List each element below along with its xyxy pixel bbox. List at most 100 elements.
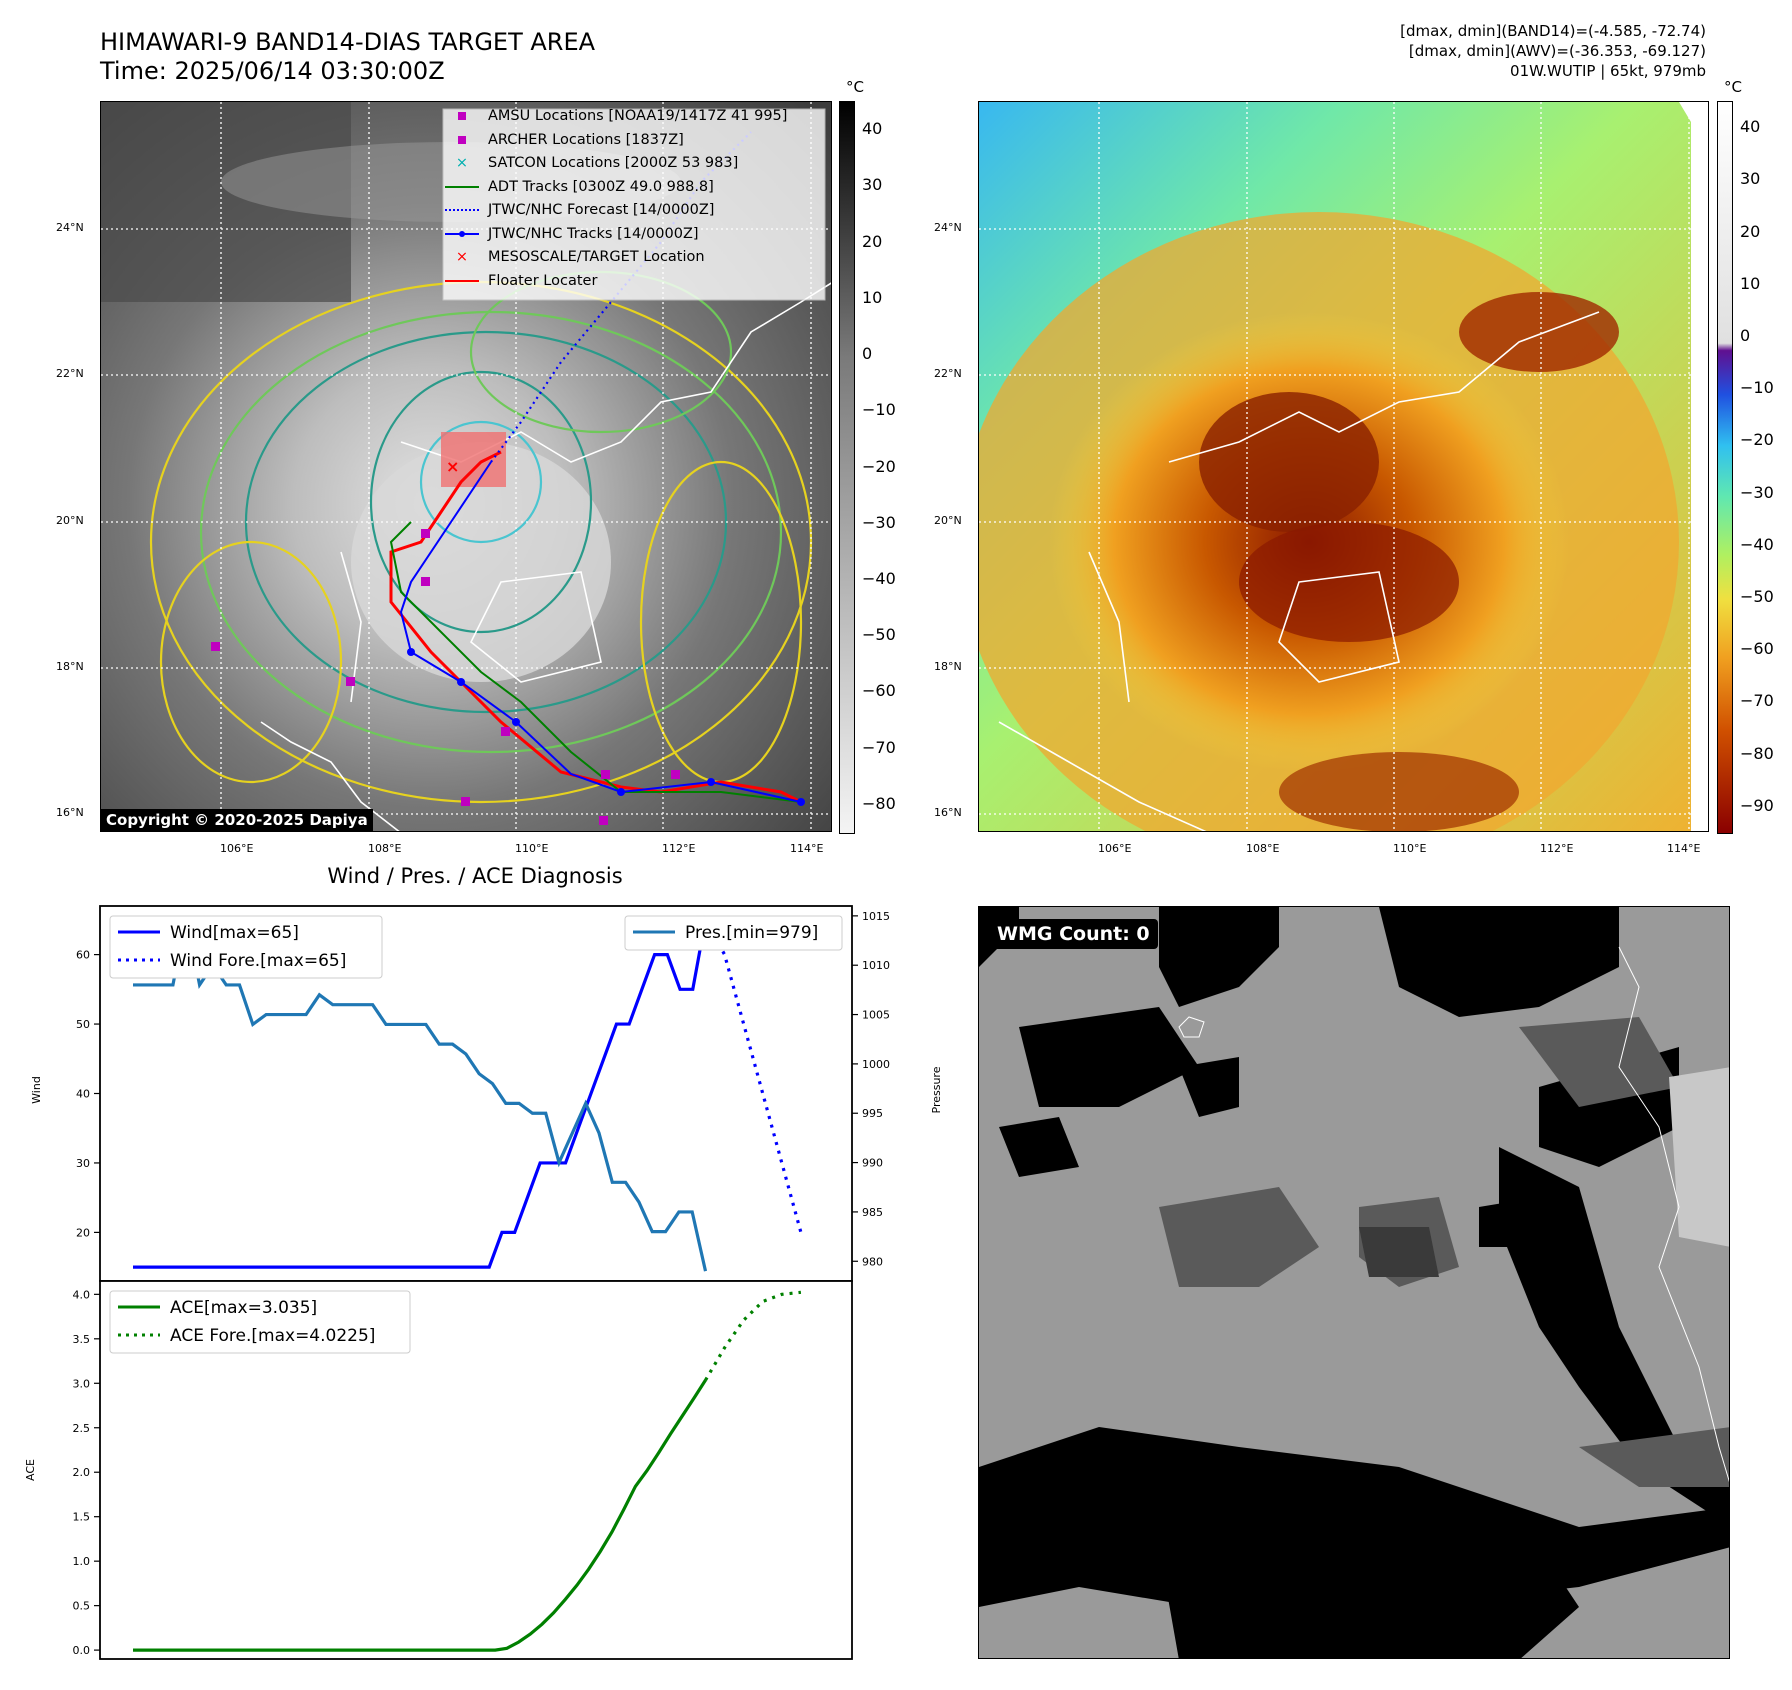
ace-tick-label: 3.5 <box>73 1333 91 1346</box>
ir-colorbar-tick: −10 <box>862 400 896 419</box>
wv-colorbar-tick: −80 <box>1740 744 1774 763</box>
ace-tick-label: 2.5 <box>73 1422 91 1435</box>
wind-tick-label: 40 <box>76 1088 90 1101</box>
ace-tick-label: 1.0 <box>73 1555 91 1568</box>
wv-colorbar-tick: −30 <box>1740 483 1774 502</box>
pres-legend: Pres.[min=979] <box>625 916 842 950</box>
ir-colorbar-tick: −70 <box>862 738 896 757</box>
ir-lon-label-3: 112°E <box>662 842 695 855</box>
ir-lon-label-2: 110°E <box>515 842 548 855</box>
wind-legend: Wind[max=65] Wind Fore.[max=65] <box>110 916 382 978</box>
ir-legend-item: AMSU Locations [NOAA19/1417Z 41 995] <box>442 108 787 128</box>
pressure-tick-label: 1000 <box>862 1058 890 1071</box>
ace-tick-label: 4.0 <box>73 1288 91 1301</box>
wv-colorbar-unit: °C <box>1724 78 1742 96</box>
legend-label: MESOSCALE/TARGET Location <box>488 249 705 265</box>
ir-legend-item: × MESOSCALE/TARGET Location <box>442 249 705 269</box>
ir-lon-label-4: 114°E <box>790 842 823 855</box>
legend-marker-icon: × <box>442 155 482 171</box>
legend-wind-fore: Wind Fore.[max=65] <box>170 951 346 971</box>
legend-wind: Wind[max=65] <box>170 923 299 943</box>
copyright-label: Copyright © 2020-2025 Dapiya <box>101 809 373 831</box>
ace-tick-label: 0.0 <box>73 1644 91 1657</box>
wv-lat-label-3: 18°N <box>934 660 962 673</box>
ir-legend-item: JTWC/NHC Forecast [14/0000Z] <box>442 202 714 222</box>
wind-axis-label: Wind <box>30 1076 43 1104</box>
ir-colorbar-tick: −50 <box>862 625 896 644</box>
ir-lat-label-4: 16°N <box>56 806 84 819</box>
ir-lat-label-1: 22°N <box>56 367 84 380</box>
ir-legend-item: Floater Locater <box>442 273 597 293</box>
ir-colorbar-tick: 10 <box>862 288 882 307</box>
pressure-tick-label: 1005 <box>862 1009 890 1022</box>
pressure-tick-label: 1010 <box>862 959 890 972</box>
wmg-count-label: WMG Count: 0 <box>989 919 1158 949</box>
wv-lat-label-2: 20°N <box>934 514 962 527</box>
wv-colorbar-tick: 40 <box>1740 117 1760 136</box>
legend-label: ARCHER Locations [1837Z] <box>488 132 684 148</box>
legend-marker-icon <box>442 132 482 148</box>
pressure-tick-label: 990 <box>862 1157 883 1170</box>
ace-axis-label: ACE <box>24 1459 37 1481</box>
ir-colorbar-tick: 20 <box>862 232 882 251</box>
ace-tick-label: 1.5 <box>73 1511 91 1524</box>
ir-colorbar-tick: −60 <box>862 681 896 700</box>
wv-map-image <box>979 102 1709 832</box>
pressure-tick-label: 980 <box>862 1255 883 1268</box>
info-band14: [dmax, dmin](BAND14)=(-4.585, -72.74) <box>1400 22 1706 40</box>
legend-label: JTWC/NHC Tracks [14/0000Z] <box>488 226 699 242</box>
legend-marker-icon: × <box>442 249 482 265</box>
pressure-tick-label: 995 <box>862 1107 883 1120</box>
ir-colorbar-tick: 30 <box>862 175 882 194</box>
wind-tick-label: 50 <box>76 1018 90 1031</box>
wv-colorbar-tick: 10 <box>1740 274 1760 293</box>
wv-colorbar-tick: −20 <box>1740 430 1774 449</box>
ace-tick-label: 0.5 <box>73 1600 91 1613</box>
wv-colorbar-tick: −10 <box>1740 378 1774 397</box>
ir-lat-label-3: 18°N <box>56 660 84 673</box>
wv-lon-label-0: 106°E <box>1098 842 1131 855</box>
ace-tick-label: 3.0 <box>73 1377 91 1390</box>
legend-ace: ACE[max=3.035] <box>170 1298 317 1318</box>
legend-label: Floater Locater <box>488 273 597 289</box>
info-storm: 01W.WUTIP | 65kt, 979mb <box>1510 62 1706 80</box>
wv-lon-label-1: 108°E <box>1246 842 1279 855</box>
ir-legend-item: × SATCON Locations [2000Z 53 983] <box>442 155 738 175</box>
svg-text:×: × <box>446 457 459 476</box>
wv-lon-label-2: 110°E <box>1393 842 1426 855</box>
diagnosis-title: Wind / Pres. / ACE Diagnosis <box>100 864 850 888</box>
wv-colorbar-tick: 0 <box>1740 326 1750 345</box>
chart-time: Time: 2025/06/14 03:30:00Z <box>100 57 445 86</box>
info-awv: [dmax, dmin](AWV)=(-36.353, -69.127) <box>1409 42 1706 60</box>
wv-colorbar-tick: −50 <box>1740 587 1774 606</box>
wind-tick-label: 60 <box>76 949 90 962</box>
wind-tick-label: 30 <box>76 1157 90 1170</box>
wv-colorbar-tick: 30 <box>1740 169 1760 188</box>
legend-marker-icon <box>442 179 482 195</box>
ir-lat-label-0: 24°N <box>56 221 84 234</box>
wv-colorbar-tick: −90 <box>1740 796 1774 815</box>
legend-marker-icon <box>442 108 482 124</box>
ace-legend: ACE[max=3.035] ACE Fore.[max=4.0225] <box>110 1291 410 1353</box>
wv-colorbar-tick: 20 <box>1740 222 1760 241</box>
ir-legend-item: ADT Tracks [0300Z 49.0 988.8] <box>442 179 714 199</box>
legend-label: ADT Tracks [0300Z 49.0 988.8] <box>488 179 714 195</box>
wv-colorbar-tick: −60 <box>1740 639 1774 658</box>
wv-lon-label-3: 112°E <box>1540 842 1573 855</box>
ir-colorbar-unit: °C <box>846 78 864 96</box>
legend-marker-icon <box>442 202 482 218</box>
diagnosis-chart: 20 30 40 50 60 980 985 990 995 1000 1005 1010 1015 0.… <box>20 890 980 1670</box>
wmg-image <box>979 907 1730 1659</box>
wv-lat-label-4: 16°N <box>934 806 962 819</box>
pressure-tick-label: 985 <box>862 1206 883 1219</box>
wv-lat-label-1: 22°N <box>934 367 962 380</box>
ir-lon-label-1: 108°E <box>368 842 401 855</box>
ir-colorbar <box>839 101 855 834</box>
ir-colorbar-tick: −20 <box>862 457 896 476</box>
legend-pres: Pres.[min=979] <box>685 923 818 943</box>
ir-colorbar-tick: 0 <box>862 344 872 363</box>
ir-legend-item: JTWC/NHC Tracks [14/0000Z] <box>442 226 699 246</box>
legend-label: AMSU Locations [NOAA19/1417Z 41 995] <box>488 108 787 124</box>
ir-colorbar-tick: −30 <box>862 513 896 532</box>
legend-marker-icon <box>442 273 482 289</box>
